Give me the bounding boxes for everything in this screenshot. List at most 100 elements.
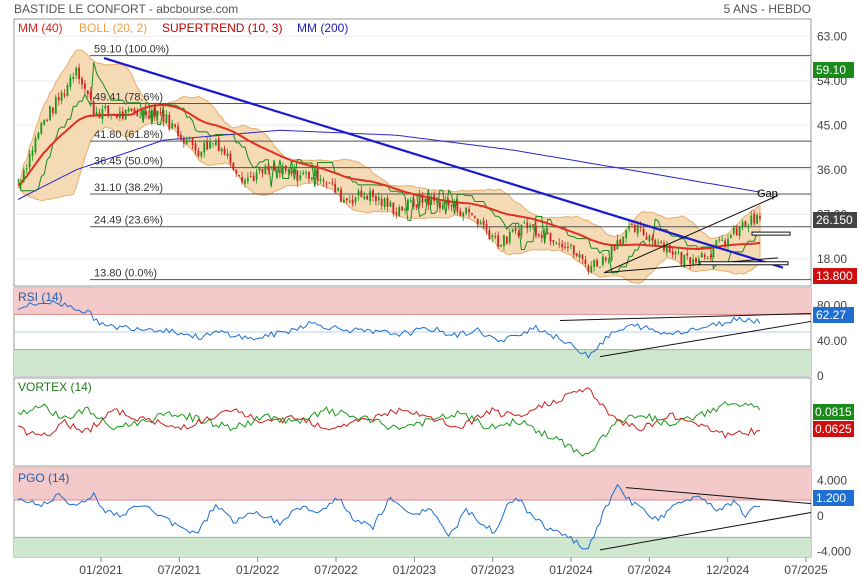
candle-body — [610, 245, 613, 261]
candle-body — [450, 205, 453, 207]
candle-body — [156, 111, 159, 116]
candle-body — [86, 90, 89, 95]
candle-body — [665, 244, 668, 253]
candle-body — [319, 179, 322, 181]
candle-body — [409, 200, 412, 202]
candle-body — [500, 244, 502, 247]
pgo-tick-label: 4.000 — [817, 473, 847, 487]
rsi-title: RSI (14) — [18, 290, 63, 304]
pgo-plot-area — [14, 468, 812, 557]
candle-body — [392, 202, 395, 214]
candle-body — [567, 246, 569, 248]
candle-body — [325, 183, 328, 185]
candle-body — [444, 200, 447, 204]
candle-body — [508, 231, 511, 243]
candle-body — [631, 224, 633, 226]
candle-body — [287, 169, 290, 173]
candle-body — [657, 242, 660, 244]
candle-body — [459, 210, 462, 216]
vortex-plot-area — [17, 387, 761, 457]
candle-body — [162, 110, 165, 122]
wedge-lower-line — [603, 257, 779, 274]
candle-body — [599, 266, 601, 268]
pgo-overbought-zone — [14, 468, 811, 501]
candle-body — [89, 92, 92, 100]
candle-body — [150, 110, 153, 120]
candle-body — [276, 169, 278, 171]
candle-body — [188, 137, 191, 139]
candle-body — [107, 105, 110, 114]
candle-body — [430, 196, 433, 205]
candle-body — [587, 265, 590, 272]
candle-body — [549, 232, 552, 242]
candle-body — [401, 206, 403, 211]
candle-body — [52, 107, 54, 114]
candle-body — [750, 215, 753, 225]
candle-body — [695, 257, 697, 263]
candle-body — [331, 182, 334, 184]
candle-body — [273, 166, 275, 171]
candle-body — [407, 199, 409, 211]
candle-body — [78, 67, 81, 80]
candle-body — [340, 189, 342, 203]
candle-body — [546, 232, 549, 234]
candle-body — [194, 143, 197, 151]
candle-body — [209, 141, 211, 149]
candle-body — [217, 138, 220, 151]
candle-body — [69, 77, 72, 87]
price-tick-label: 63.00 — [817, 29, 847, 43]
svg-text:62.27: 62.27 — [816, 308, 846, 322]
x-tick-label: 12/2024 — [706, 563, 750, 577]
rsi-tick-label: 40.00 — [817, 334, 847, 348]
candle-body — [613, 244, 616, 251]
candle-body — [575, 253, 578, 256]
candle-body — [293, 168, 296, 172]
candle-body — [130, 108, 133, 111]
candle-body — [290, 171, 293, 174]
candle-body — [54, 97, 57, 114]
candle-body — [375, 196, 377, 202]
candle-body — [436, 200, 438, 203]
svg-text:59.10: 59.10 — [816, 63, 846, 77]
candle-body — [380, 198, 383, 206]
candle-body — [578, 254, 581, 258]
candle-body — [75, 68, 78, 76]
candle-body — [191, 137, 194, 146]
candle-body — [159, 111, 162, 113]
candle-body — [20, 182, 22, 186]
fib-label: 31.10 (38.2%) — [94, 182, 163, 194]
candle-body — [28, 153, 31, 168]
svg-text:13.800: 13.800 — [816, 269, 853, 283]
candle-body — [241, 177, 243, 183]
candle-body — [316, 168, 319, 182]
candle-body — [479, 222, 482, 224]
candle-body — [214, 140, 217, 146]
x-tick-label: 07/2024 — [628, 563, 672, 577]
candle-body — [535, 225, 537, 236]
candle-body — [503, 235, 505, 247]
candle-body — [185, 139, 188, 144]
candle-body — [229, 153, 232, 164]
candle-body — [357, 190, 360, 196]
candle-body — [124, 110, 127, 120]
price-plot-area: 59.10 (100.0%) 49.41 (78.6%) 41.80 (61.8%)… — [14, 35, 811, 284]
candle-body — [174, 124, 177, 127]
badge-last-price: 26.150 — [813, 212, 857, 228]
candle-body — [491, 235, 494, 238]
candle-body — [543, 232, 546, 240]
vortex-positive-line — [17, 400, 761, 457]
rsi-overbought-zone — [14, 288, 811, 315]
candle-body — [180, 134, 182, 140]
candle-body — [683, 254, 686, 266]
candle-body — [40, 122, 43, 134]
period-label: 5 ANS - HEBDO — [724, 2, 811, 16]
candle-body — [267, 166, 270, 170]
candle-body — [345, 198, 348, 201]
mm40-line — [17, 104, 761, 250]
fib-label: 59.10 (100.0%) — [94, 44, 169, 56]
candle-body — [95, 111, 98, 115]
candle-body — [386, 197, 389, 207]
candle-body — [177, 126, 179, 136]
candle-body — [636, 225, 639, 234]
candle-body — [529, 225, 532, 228]
